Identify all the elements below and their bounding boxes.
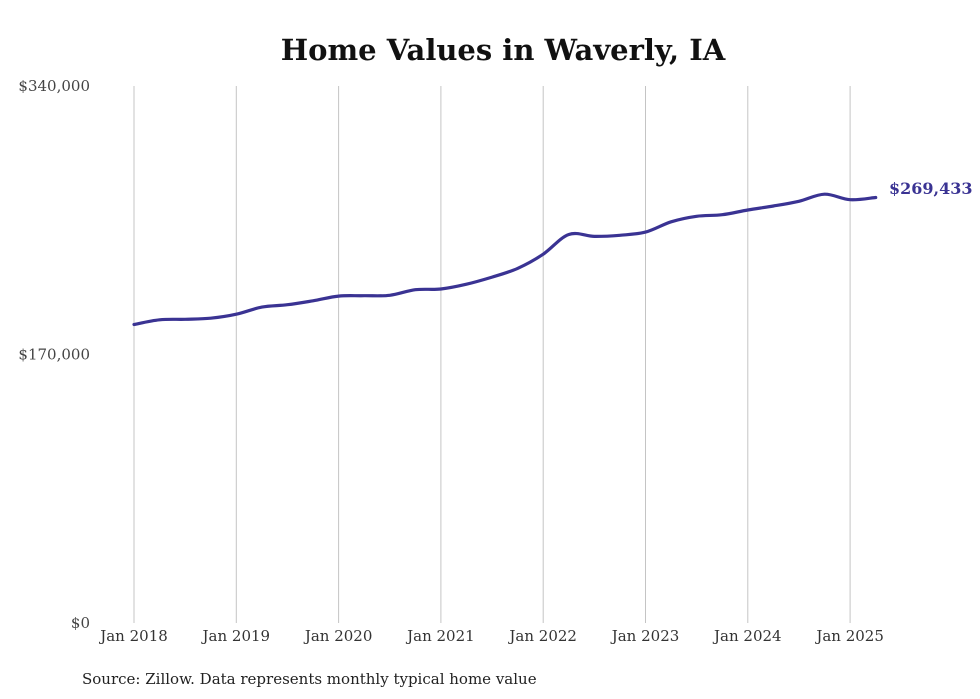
gridlines — [133, 86, 851, 623]
end-value-label: $269,433 — [889, 179, 973, 198]
x-tick-label: Jan 2020 — [303, 627, 373, 645]
y-axis-ticks: $0 $170,000 $340,000 — [18, 77, 90, 632]
chart-title: Home Values in Waverly, IA — [281, 33, 726, 67]
x-tick-label: Jan 2021 — [405, 627, 475, 645]
y-tick-label: $170,000 — [18, 346, 90, 364]
x-tick-label: Jan 2018 — [98, 627, 168, 645]
y-tick-label: $0 — [71, 614, 90, 632]
x-axis-ticks: Jan 2018 Jan 2019 Jan 2020 Jan 2021 Jan 2022… — [98, 627, 884, 645]
source-note: Source: Zillow. Data represents monthly … — [82, 670, 537, 688]
x-tick-label: Jan 2022 — [507, 627, 577, 645]
y-tick-label: $340,000 — [18, 77, 90, 95]
x-tick-label: Jan 2024 — [712, 627, 782, 645]
x-tick-label: Jan 2025 — [814, 627, 884, 645]
x-tick-label: Jan 2023 — [610, 627, 680, 645]
x-tick-label: Jan 2019 — [201, 627, 271, 645]
series-line — [132, 192, 878, 327]
